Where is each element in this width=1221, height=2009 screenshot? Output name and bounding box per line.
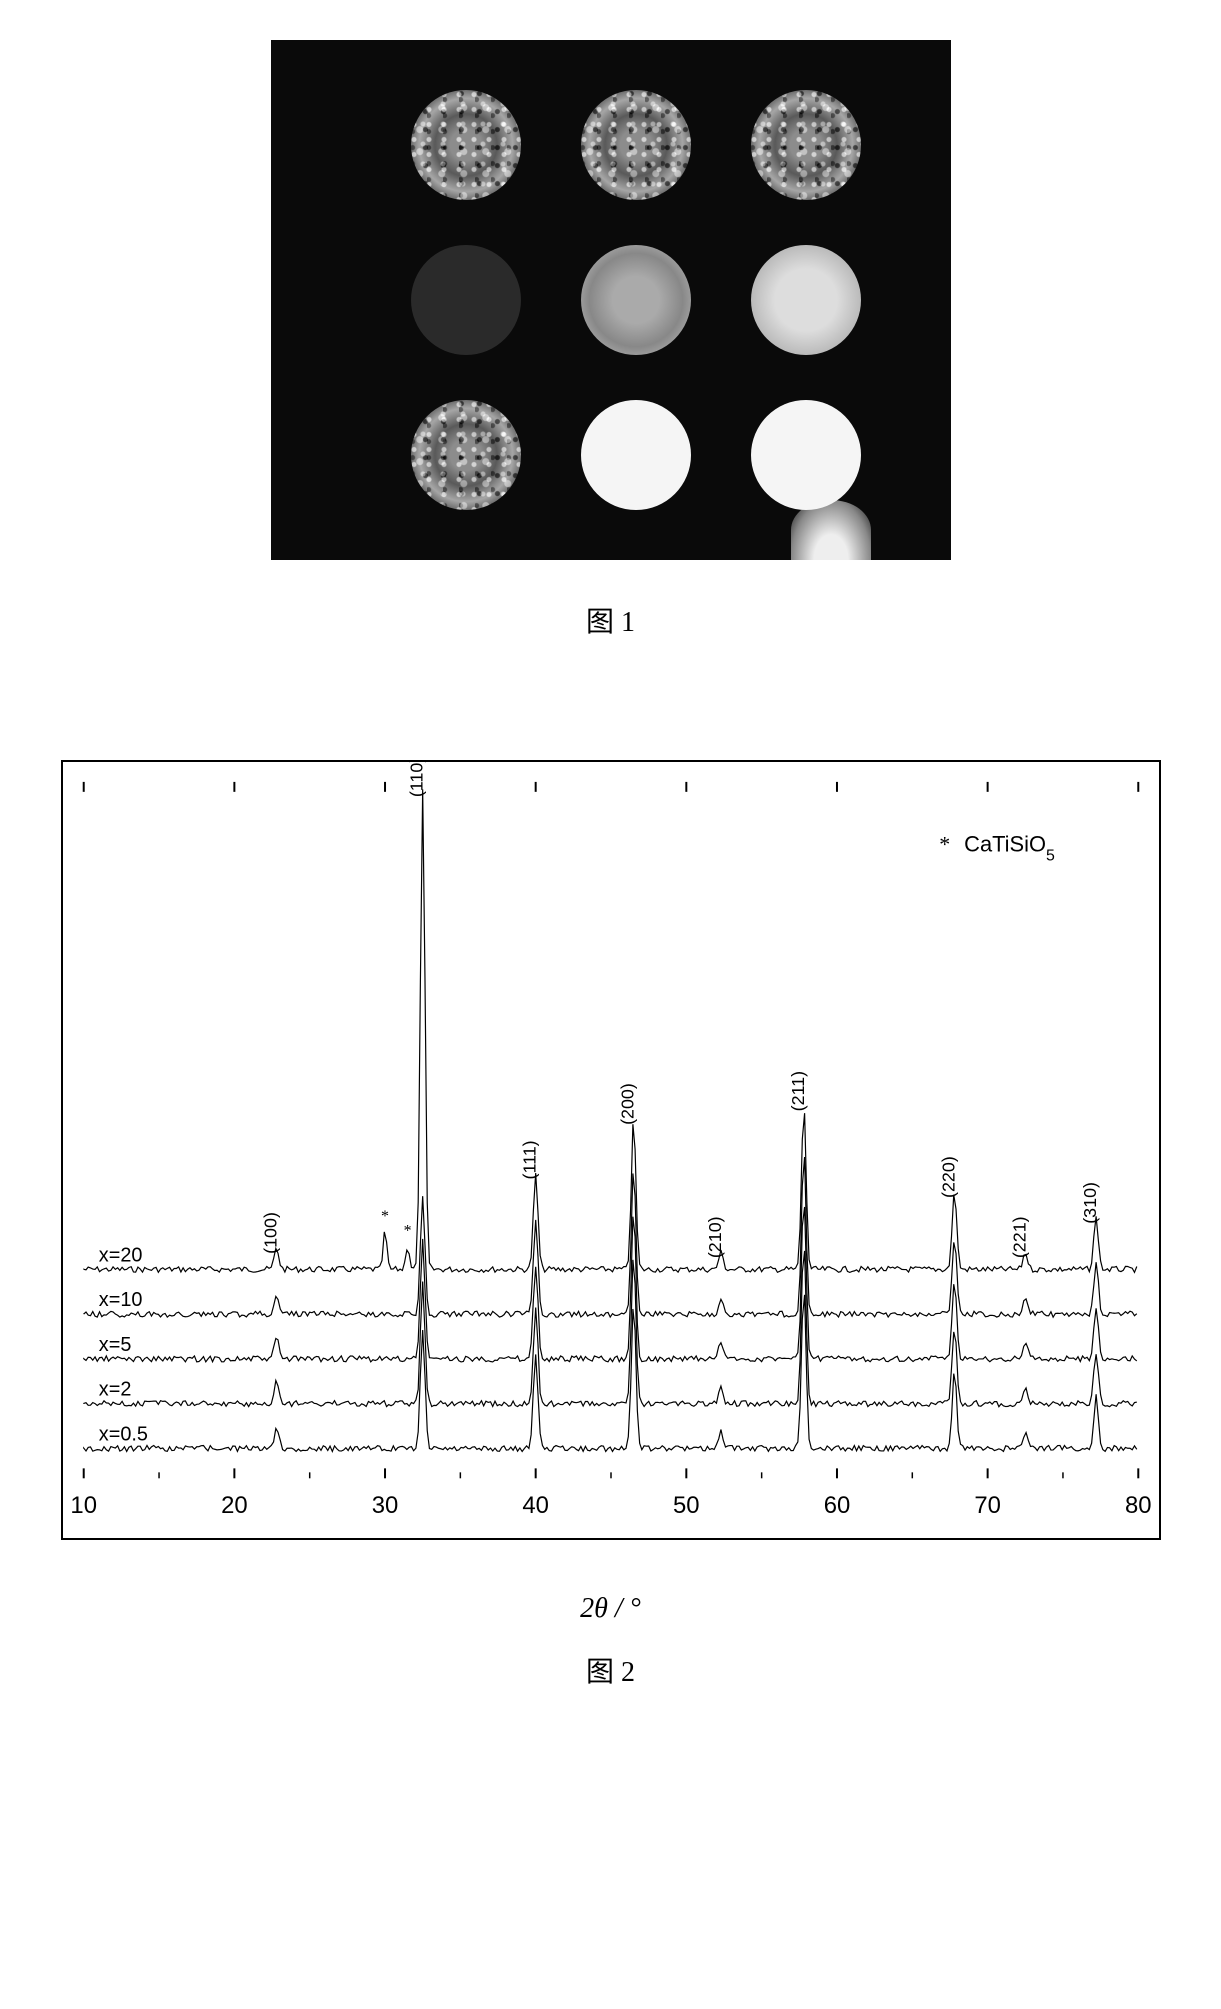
svg-text:10: 10 [70,1492,97,1519]
xrd-chart: 10 20 30 40 50 60 70 80 x=20 x=10 x=5 x=2 x=0.5 (100)… [61,760,1161,1540]
sample-circle [751,90,861,200]
svg-text:x=2: x=2 [98,1379,131,1401]
svg-text:*: * [939,833,950,857]
svg-text:60: 60 [823,1492,850,1519]
svg-text:(200): (200) [617,1083,637,1125]
svg-text:CaTiSiO5: CaTiSiO5 [964,832,1055,865]
photo-frame [271,40,951,560]
sample-circle [581,400,691,510]
sample-circle [411,245,521,355]
figure-2-container: Intensity / cps 1020304050607080x=20x=10… [60,720,1161,1690]
sample-circle [751,400,861,510]
svg-text:40: 40 [522,1492,549,1519]
svg-text:80: 80 [1125,1492,1152,1519]
x-axis-symbol: 2θ / ° [580,1593,641,1624]
x-axis-label: 2θ / ° [580,1593,641,1625]
svg-text:*: * [381,1208,389,1225]
figure-2-caption: 图 2 [586,1650,635,1690]
figure-1-container: 图 1 [60,40,1161,640]
svg-text:x=20: x=20 [98,1244,142,1266]
svg-text:50: 50 [673,1492,700,1519]
svg-text:(211): (211) [787,1071,807,1111]
svg-text:(100): (100) [260,1212,280,1254]
svg-text:20: 20 [221,1492,248,1519]
chart-svg: 10 20 30 40 50 60 70 80 x=20 x=10 x=5 x=2 x=0.5 (100)… [63,762,1159,1538]
sample-circle [581,90,691,200]
svg-text:x=5: x=5 [98,1334,131,1356]
svg-text:(310): (310) [1080,1182,1100,1224]
svg-text:(210): (210) [704,1216,724,1258]
svg-text:x=10: x=10 [98,1289,142,1311]
svg-text:*: * [403,1223,411,1240]
svg-text:70: 70 [974,1492,1001,1519]
chart-wrapper: Intensity / cps 1020304050607080x=20x=10… [61,760,1161,1570]
sample-circle [411,400,521,510]
sample-circle [411,90,521,200]
svg-text:x=0.5: x=0.5 [98,1424,147,1446]
svg-text:30: 30 [371,1492,398,1519]
sample-circle [751,245,861,355]
svg-text:(220): (220) [938,1156,958,1198]
figure-1-caption: 图 1 [586,600,635,640]
sample-circle [581,245,691,355]
svg-text:(110): (110) [406,762,426,797]
svg-text:(221): (221) [1009,1216,1029,1258]
svg-text:(111): (111) [519,1140,539,1179]
